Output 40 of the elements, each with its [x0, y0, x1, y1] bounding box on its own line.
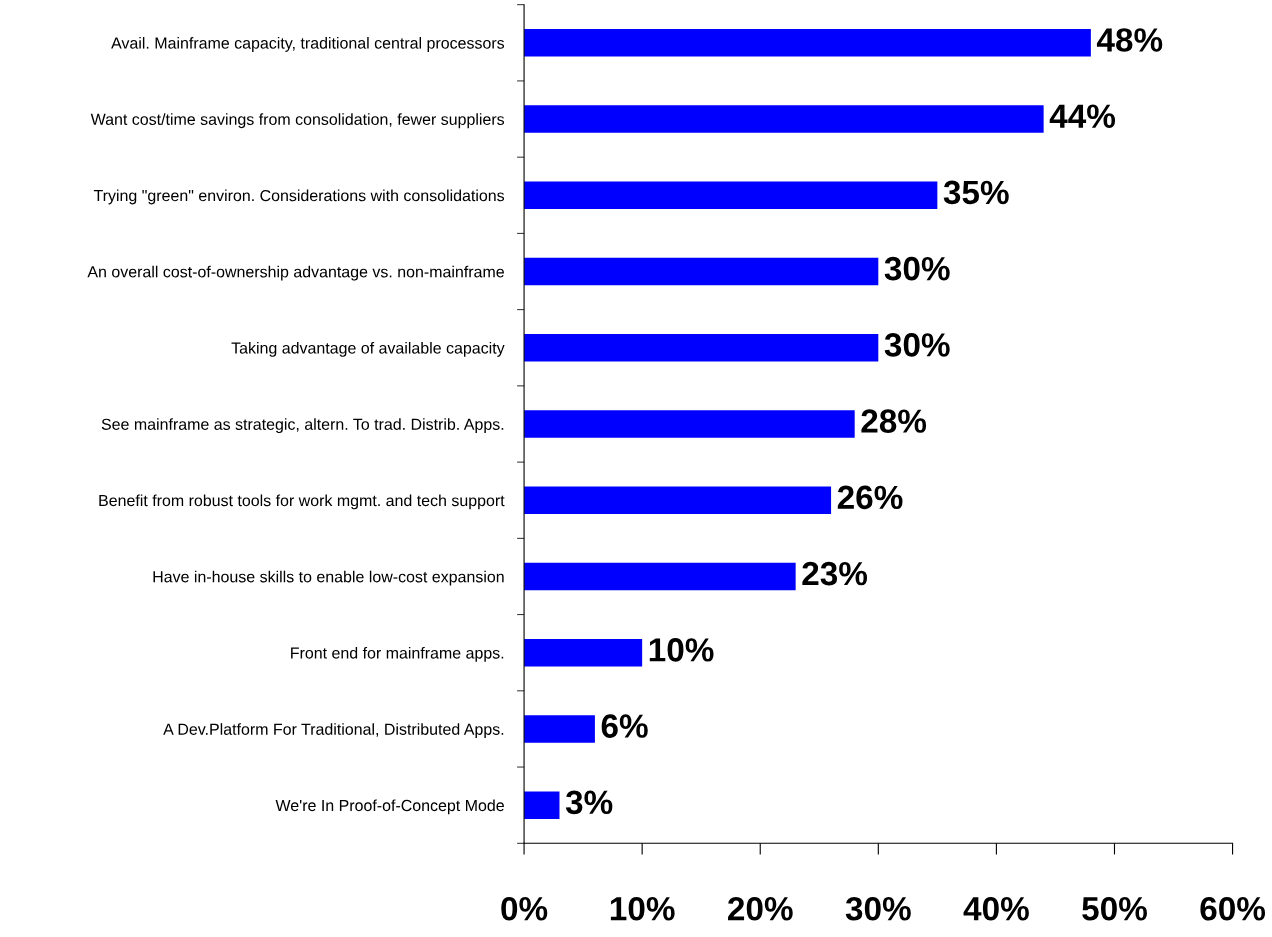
bar — [524, 105, 1044, 133]
data-label: 30% — [884, 256, 950, 281]
x-tick-label: 50% — [1082, 896, 1147, 921]
y-tick-label: An overall cost-of-ownership advantage vs. non-mainframe — [87, 265, 504, 281]
data-label: 30% — [884, 333, 950, 357]
y-tick-label: A Dev.Platform For Traditional, Distributed Apps. — [163, 723, 504, 739]
bar — [524, 638, 643, 667]
bar — [524, 334, 879, 362]
y-tick-label: Trying "green" environ. Considerations with consolidations — [93, 189, 505, 205]
x-tick-label: 60% — [1200, 896, 1266, 921]
data-label: 44% — [1049, 104, 1116, 128]
bar — [524, 410, 855, 438]
x-tick-label: 10% — [610, 896, 675, 921]
bar — [524, 257, 879, 286]
data-label: 35% — [943, 180, 1009, 205]
y-tick-label: Have in-house skills to enable low-cost expansion — [153, 570, 504, 586]
x-tick-label: 0% — [501, 896, 548, 921]
data-label: 6% — [601, 714, 648, 738]
data-label: 48% — [1096, 28, 1163, 52]
x-tick-label: 30% — [845, 896, 911, 921]
y-tick-label: See mainframe as strategic, altern. To trad. Distrib. Apps. — [101, 418, 504, 434]
bar — [524, 562, 796, 591]
y-tick-label: We're In Proof-of-Concept Mode — [275, 799, 504, 815]
y-tick-label: Benefit from robust tools for work mgmt. and tech support — [99, 494, 505, 510]
bar — [524, 791, 560, 819]
bar — [524, 29, 1091, 57]
data-label: 28% — [861, 409, 927, 433]
y-tick-label: Front end for mainframe apps. — [291, 646, 504, 662]
data-label: 10% — [649, 638, 714, 662]
y-tick-label: Taking advantage of available capacity — [231, 341, 505, 357]
bar — [524, 181, 938, 209]
data-label: 23% — [802, 561, 868, 586]
data-label: 3% — [565, 790, 613, 815]
data-label: 26% — [837, 485, 903, 510]
x-tick-label: 20% — [728, 896, 793, 921]
x-tick-label: 40% — [963, 896, 1029, 921]
y-tick-label: Avail. Mainframe capacity, traditional central processors — [111, 37, 505, 52]
bar — [524, 715, 595, 743]
y-tick-label: Want cost/time savings from consolidation, fewer suppliers — [90, 113, 505, 129]
bar — [524, 486, 832, 514]
